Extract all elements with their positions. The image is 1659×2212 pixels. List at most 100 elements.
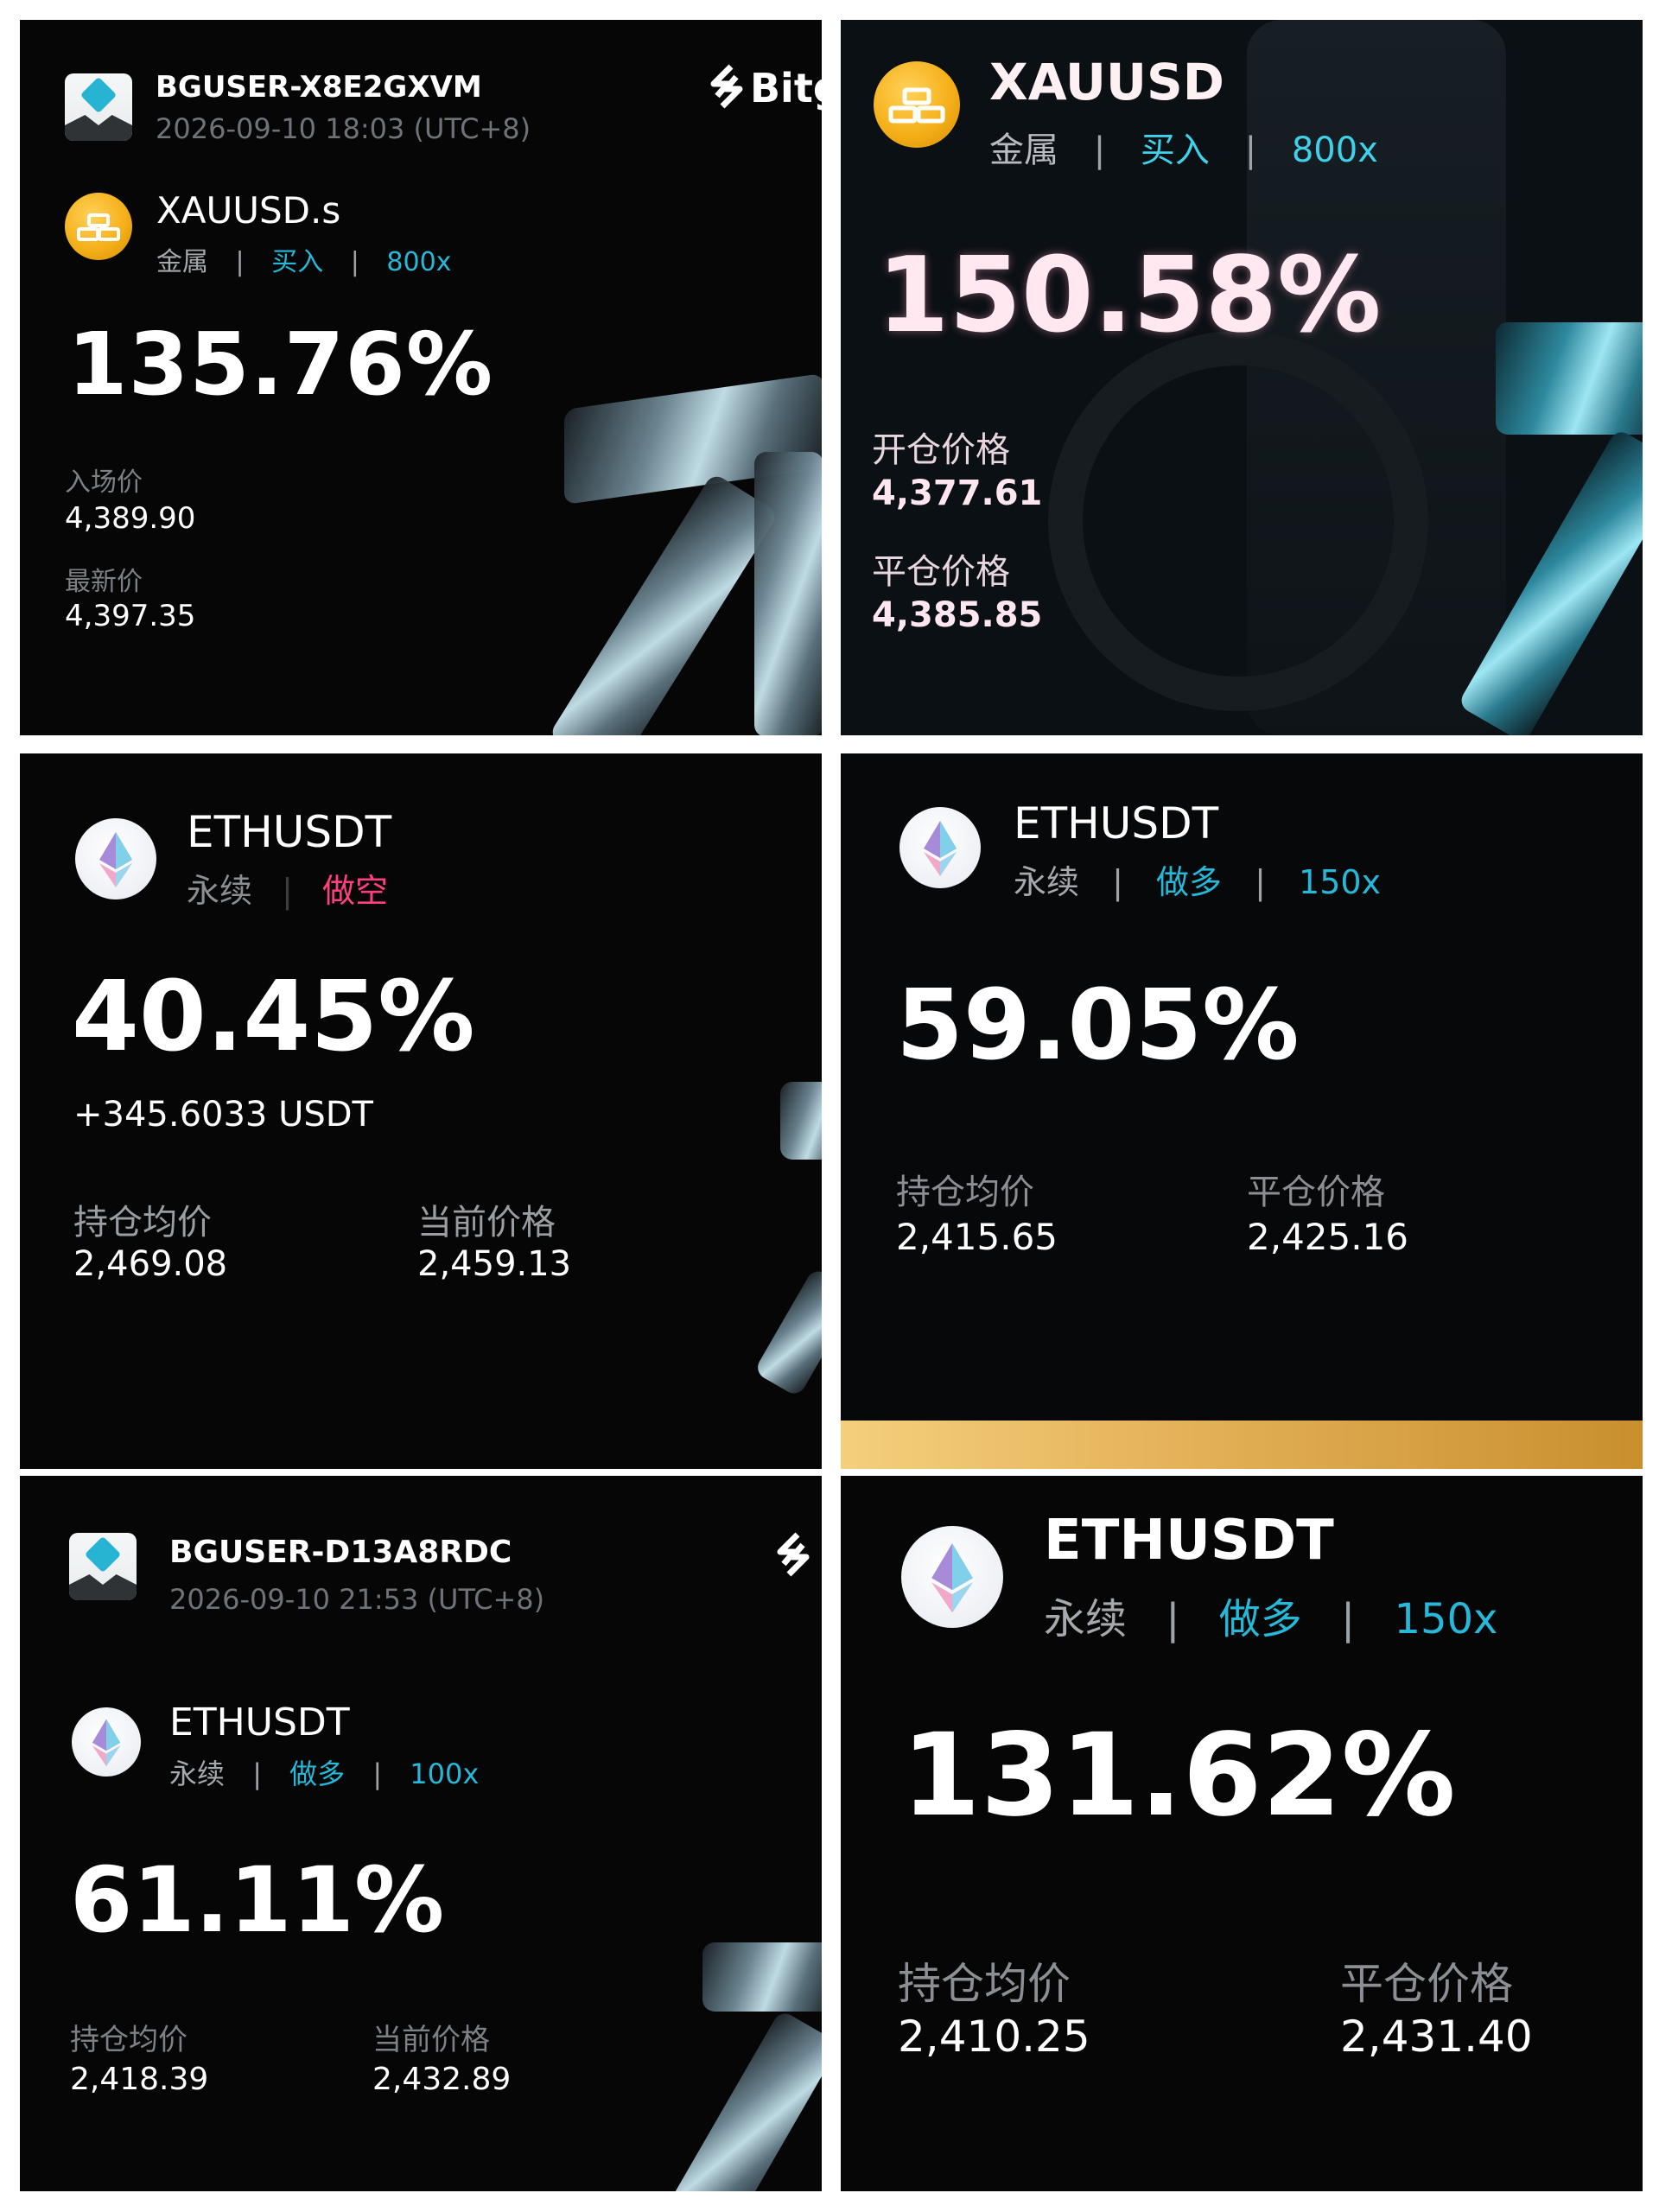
- symbol: ETHUSDT: [187, 807, 392, 857]
- avg-price-label: 持仓均价: [898, 1959, 1071, 2009]
- brand-name: Bitg: [750, 65, 822, 111]
- bitget-logo-icon: [707, 63, 747, 110]
- category-tag: 永续: [169, 1758, 226, 1790]
- separator: |: [1255, 863, 1266, 901]
- symbol: ETHUSDT: [1014, 798, 1219, 849]
- decorative-7-bar-right: [754, 452, 822, 735]
- latest-label: 最新价: [65, 567, 143, 597]
- gold-bars-coin-icon: [874, 61, 960, 148]
- open-price: 4,377.61: [872, 474, 1043, 513]
- share-card-ethusdt-long-150x: ETHUSDT 永续 | 做多 | 150x 59.05% 持仓均价 2,415…: [841, 753, 1643, 1469]
- leverage-tag: 150x: [1299, 863, 1382, 901]
- category-tag: 永续: [187, 872, 253, 910]
- side-tag: 买入: [1140, 130, 1210, 170]
- close-price: 4,385.85: [872, 595, 1043, 635]
- current-price: 2,459.13: [417, 1244, 572, 1284]
- decorative-7-bar-diagonal: [753, 1267, 822, 1398]
- decorative-7-bar-diagonal: [548, 472, 779, 735]
- separator: |: [235, 247, 245, 277]
- pnl-percent: 61.11%: [70, 1847, 445, 1953]
- current-price-label: 当前价格: [372, 2023, 490, 2057]
- separator: |: [1341, 1595, 1356, 1643]
- pnl-percent: 40.45%: [72, 961, 475, 1073]
- position-tags: 金属 | 买入 | 800x: [156, 240, 451, 278]
- decorative-7-bar-diagonal: [668, 2009, 822, 2191]
- username: BGUSER-D13A8RDC: [169, 1535, 512, 1570]
- category-tag: 永续: [1014, 863, 1080, 901]
- share-card-ethusdt-short: ETHUSDT 永续 | 做空 40.45% +345.6033 USDT 持仓…: [20, 753, 822, 1469]
- background-camera-ring: [1048, 331, 1428, 711]
- avg-price: 2,410.25: [898, 2012, 1090, 2062]
- symbol: XAUUSD: [989, 53, 1224, 111]
- close-price: 2,431.40: [1340, 2012, 1533, 2062]
- decorative-7-bar-top: [780, 1082, 822, 1160]
- share-card-xauusd-s: BGUSER-X8E2GXVM 2026-09-10 18:03 (UTC+8)…: [20, 20, 822, 735]
- category-tag: 金属: [989, 130, 1058, 170]
- decorative-7-bar-top: [1496, 322, 1643, 435]
- side-tag: 做多: [1156, 863, 1223, 901]
- pnl-percent: 131.62%: [901, 1709, 1456, 1842]
- category-tag: 永续: [1044, 1595, 1128, 1643]
- separator: |: [1112, 863, 1123, 901]
- share-card-ethusdt-long-150x-large: ETHUSDT 永续 | 做多 | 150x 131.62% 持仓均价 2,41…: [841, 1476, 1643, 2191]
- leverage-tag: 800x: [1291, 130, 1378, 170]
- close-price-label: 平仓价格: [1247, 1173, 1385, 1212]
- symbol: ETHUSDT: [169, 1700, 350, 1745]
- share-card-ethusdt-long-100x: BGUSER-D13A8RDC 2026-09-10 21:53 (UTC+8)…: [20, 1476, 822, 2191]
- avg-price: 2,415.65: [896, 1216, 1058, 1258]
- position-tags: 永续 | 做多 | 150x: [1044, 1585, 1497, 1645]
- side-tag: 做多: [289, 1758, 346, 1790]
- timestamp: 2026-09-10 21:53 (UTC+8): [169, 1583, 545, 1616]
- ethereum-coin-icon: [75, 818, 156, 899]
- current-price-label: 当前价格: [417, 1203, 556, 1243]
- close-price-label: 平仓价格: [1340, 1959, 1513, 2009]
- separator: |: [1166, 1595, 1180, 1643]
- leverage-tag: 800x: [386, 247, 452, 277]
- timestamp: 2026-09-10 18:03 (UTC+8): [156, 112, 531, 145]
- category-tag: 金属: [156, 247, 208, 277]
- avg-price-label: 持仓均价: [73, 1203, 212, 1243]
- symbol: ETHUSDT: [1044, 1509, 1334, 1573]
- symbol: XAUUSD.s: [156, 189, 341, 232]
- pnl-percent: 150.58%: [877, 236, 1382, 356]
- gold-bars-coin-icon: [65, 193, 132, 260]
- position-tags: 永续 | 做多 | 150x: [1014, 855, 1381, 903]
- ethereum-coin-icon: [899, 807, 981, 888]
- position-tags: 永续 | 做空: [187, 864, 388, 912]
- position-tags: 永续 | 做多 | 100x: [169, 1752, 479, 1792]
- decorative-7-bar-top: [702, 1942, 822, 2012]
- side-tag: 买入: [271, 247, 324, 277]
- pnl-amount: +345.6033 USDT: [73, 1095, 373, 1135]
- separator: |: [372, 1758, 383, 1790]
- position-tags: 金属 | 买入 | 800x: [989, 122, 1378, 172]
- separator: |: [282, 872, 293, 910]
- avg-price: 2,469.08: [73, 1244, 228, 1284]
- avg-price: 2,418.39: [70, 2062, 209, 2097]
- avatar: [69, 1533, 137, 1600]
- avg-price-label: 持仓均价: [70, 2023, 188, 2057]
- separator: |: [350, 247, 359, 277]
- side-tag: 做空: [322, 872, 389, 910]
- separator: |: [1093, 130, 1106, 170]
- avg-price-label: 持仓均价: [896, 1173, 1034, 1212]
- open-price-label: 开仓价格: [872, 430, 1010, 470]
- gold-footer-strip: [841, 1421, 1643, 1469]
- pnl-percent: 135.76%: [67, 314, 494, 415]
- avatar: [65, 73, 132, 141]
- close-price-label: 平仓价格: [872, 552, 1010, 592]
- username: BGUSER-X8E2GXVM: [156, 70, 482, 105]
- ethereum-coin-icon: [72, 1707, 141, 1777]
- separator: |: [1244, 130, 1257, 170]
- leverage-tag: 100x: [410, 1758, 480, 1790]
- pnl-percent: 59.05%: [896, 969, 1300, 1082]
- side-tag: 做多: [1218, 1595, 1302, 1643]
- entry-price: 4,389.90: [65, 501, 196, 536]
- current-price: 2,432.89: [372, 2062, 512, 2097]
- entry-label: 入场价: [65, 467, 143, 498]
- separator: |: [252, 1758, 262, 1790]
- ethereum-coin-icon: [901, 1526, 1003, 1628]
- share-card-xauusd: XAUUSD 金属 | 买入 | 800x 150.58% 开仓价格 4,377…: [841, 20, 1643, 735]
- bitget-logo-icon: [773, 1531, 813, 1578]
- close-price: 2,425.16: [1247, 1216, 1409, 1258]
- leverage-tag: 150x: [1394, 1595, 1498, 1643]
